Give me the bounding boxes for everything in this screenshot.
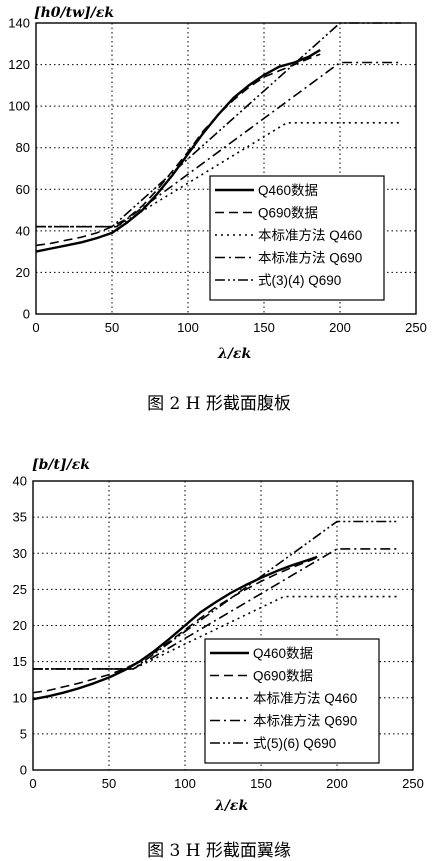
y-tick-label: 20 bbox=[13, 618, 27, 633]
legend-entry: 本标准方法 Q460 bbox=[253, 691, 357, 706]
series-line-1 bbox=[35, 53, 321, 247]
chart-series-group bbox=[32, 520, 398, 701]
y-tick-label: 40 bbox=[16, 223, 30, 238]
y-tick-label: 120 bbox=[8, 57, 30, 72]
series-line-3 bbox=[33, 548, 398, 670]
x-tick-label: 50 bbox=[102, 776, 116, 791]
chart-web-plate: 0 50 100 150 200 250 0 20 40 60 80 100 120 140 Q460数据… bbox=[8, 5, 427, 414]
legend-entry: Q690数据 bbox=[258, 206, 318, 221]
x-axis-label: λ/εk bbox=[217, 346, 251, 362]
x-tick-label: 150 bbox=[250, 776, 272, 791]
series-line-4 bbox=[33, 520, 398, 670]
y-tick-label: 5 bbox=[20, 726, 27, 741]
tick-labels: 0 50 100 150 200 250 0 5 10 15 20 25 30 35 40 bbox=[13, 474, 424, 792]
y-tick-label: 40 bbox=[13, 474, 27, 489]
figure-caption: 图 3 H 形截面翼缘 bbox=[147, 841, 291, 861]
series-line-4 bbox=[36, 22, 401, 228]
legend-entry: 本标准方法 Q690 bbox=[258, 251, 362, 266]
chart-flange: 0 50 100 150 200 250 0 5 10 15 20 25 30 35 40 Q460数据 Q6… bbox=[13, 457, 424, 861]
x-tick-label: 100 bbox=[177, 320, 199, 335]
x-tick-label: 50 bbox=[105, 320, 119, 335]
series-line-2 bbox=[33, 595, 398, 670]
y-tick-label: 35 bbox=[13, 510, 27, 525]
y-axis-label: [h0/tw]/εk bbox=[34, 5, 114, 21]
y-tick-label: 20 bbox=[16, 265, 30, 280]
figure-caption: 图 2 H 形截面腹板 bbox=[147, 394, 291, 414]
x-tick-label: 200 bbox=[329, 320, 351, 335]
chart-series-group bbox=[35, 22, 401, 253]
tick-labels: 0 50 100 150 200 250 0 20 40 60 80 100 120 140 bbox=[8, 16, 427, 336]
y-tick-label: 0 bbox=[23, 307, 30, 322]
x-tick-label: 0 bbox=[29, 776, 36, 791]
y-tick-label: 25 bbox=[13, 582, 27, 597]
y-tick-label: 0 bbox=[20, 763, 27, 778]
plot-frame bbox=[32, 480, 414, 771]
y-tick-label: 140 bbox=[8, 16, 30, 31]
legend-entry: 本标准方法 Q690 bbox=[253, 714, 357, 729]
x-tick-label: 200 bbox=[326, 776, 348, 791]
legend-entry: 式(3)(4) Q690 bbox=[258, 273, 341, 288]
legend-entry: 式(5)(6) Q690 bbox=[253, 736, 336, 751]
y-tick-label: 100 bbox=[8, 99, 30, 114]
legend-entry: 本标准方法 Q460 bbox=[258, 228, 362, 243]
y-tick-label: 80 bbox=[16, 140, 30, 155]
legend-entry: Q460数据 bbox=[258, 183, 318, 198]
legend-entry: Q460数据 bbox=[253, 646, 313, 661]
x-tick-label: 0 bbox=[32, 320, 39, 335]
series-line-0 bbox=[32, 555, 318, 701]
plot-frame bbox=[35, 22, 417, 315]
legend-entry: Q690数据 bbox=[253, 669, 313, 684]
x-tick-label: 100 bbox=[174, 776, 196, 791]
y-tick-label: 30 bbox=[13, 546, 27, 561]
x-tick-label: 150 bbox=[253, 320, 275, 335]
series-line-1 bbox=[32, 556, 318, 694]
series-line-0 bbox=[35, 48, 321, 253]
x-axis-label: λ/εk bbox=[214, 798, 248, 814]
y-tick-label: 10 bbox=[13, 690, 27, 705]
x-tick-label: 250 bbox=[405, 320, 427, 335]
series-line-3 bbox=[36, 61, 401, 228]
y-tick-label: 15 bbox=[13, 654, 27, 669]
series-line-2 bbox=[36, 122, 401, 228]
y-axis-label: [b/t]/εk bbox=[32, 457, 90, 473]
y-tick-label: 60 bbox=[16, 182, 30, 197]
x-tick-label: 250 bbox=[402, 776, 424, 791]
